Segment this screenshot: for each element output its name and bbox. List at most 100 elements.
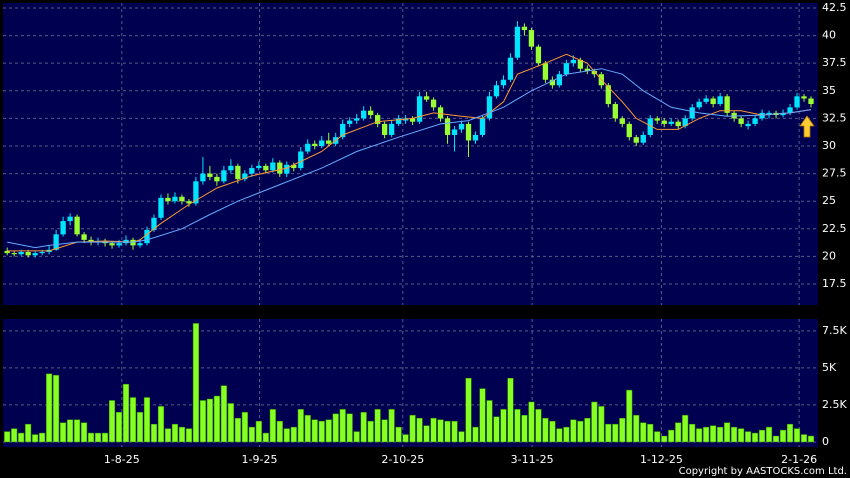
volume-bar bbox=[199, 400, 206, 443]
candle-body bbox=[479, 118, 486, 135]
volume-bar bbox=[605, 423, 612, 443]
volume-bar bbox=[793, 428, 801, 443]
volume-bar bbox=[528, 401, 535, 443]
volume-bar bbox=[241, 412, 248, 443]
candle-body bbox=[60, 221, 66, 235]
candle-body bbox=[235, 165, 241, 180]
volume-bar bbox=[584, 418, 591, 443]
volume-bar bbox=[67, 419, 74, 443]
candle-body bbox=[465, 123, 472, 141]
volume-bar bbox=[339, 409, 346, 443]
volume-bar bbox=[227, 403, 234, 443]
y-tick-label: 42.5 bbox=[822, 1, 847, 14]
volume-bar bbox=[800, 434, 808, 443]
candle-body bbox=[605, 85, 611, 105]
candle-body bbox=[416, 96, 423, 122]
volume-bar bbox=[759, 429, 766, 443]
ma-line bbox=[7, 53, 812, 252]
candle-body bbox=[144, 229, 150, 244]
candle-body bbox=[409, 118, 416, 122]
volume-bar bbox=[668, 429, 675, 443]
candle-body bbox=[374, 115, 381, 124]
volume-bar bbox=[479, 388, 486, 443]
y-tick-label: 17.5 bbox=[822, 277, 847, 290]
candle-body bbox=[67, 216, 73, 222]
volume-bar bbox=[703, 426, 710, 443]
candle-body bbox=[549, 79, 556, 86]
candle-body bbox=[39, 251, 45, 254]
volume-bar bbox=[444, 420, 451, 443]
volume-bar bbox=[32, 434, 39, 443]
candle-body bbox=[668, 121, 674, 124]
candle-body bbox=[514, 26, 521, 58]
candle-body bbox=[521, 26, 528, 31]
volume-bar bbox=[192, 323, 199, 443]
volume-bar bbox=[95, 432, 102, 443]
candle-body bbox=[500, 79, 507, 86]
candle-body bbox=[214, 176, 220, 182]
candle-body bbox=[675, 121, 681, 127]
volume-bar bbox=[500, 409, 507, 443]
candle-body bbox=[535, 46, 542, 64]
price-panel bbox=[3, 3, 818, 305]
volume-bar bbox=[283, 428, 290, 443]
volume-bar bbox=[248, 426, 255, 443]
volume-bar bbox=[311, 419, 318, 443]
volume-bar bbox=[745, 431, 752, 443]
volume-bar bbox=[304, 415, 311, 443]
candle-body bbox=[661, 120, 667, 124]
candle-body bbox=[563, 63, 570, 75]
volume-bar bbox=[157, 406, 165, 443]
candle-body bbox=[74, 216, 80, 235]
volume-bar bbox=[25, 423, 32, 443]
volume-bar bbox=[353, 431, 360, 443]
volume-bar bbox=[423, 425, 430, 443]
candle-body bbox=[766, 112, 772, 116]
volume-bar bbox=[60, 422, 67, 443]
volume-bar bbox=[563, 426, 570, 443]
candle-body bbox=[703, 98, 709, 102]
volume-bar bbox=[81, 422, 88, 443]
candle-body bbox=[221, 170, 227, 182]
volume-bar bbox=[11, 428, 18, 443]
y-tick-label: 37.5 bbox=[822, 56, 847, 69]
y-tick-label: 7.5K bbox=[822, 324, 847, 337]
volume-bar bbox=[661, 435, 668, 443]
volume-bar bbox=[255, 420, 262, 443]
volume-bar bbox=[626, 389, 633, 443]
volume-bar bbox=[374, 409, 381, 443]
y-tick-label: 22.5 bbox=[822, 222, 847, 235]
candle-body bbox=[200, 173, 206, 182]
volume-bar bbox=[39, 432, 46, 443]
candle-body bbox=[347, 120, 353, 124]
candle-body bbox=[11, 253, 17, 255]
x-tick-label: 1-9-25 bbox=[242, 453, 278, 466]
candle-body bbox=[724, 96, 730, 113]
volume-bar bbox=[269, 409, 276, 443]
candle-body bbox=[507, 57, 514, 80]
candle-body bbox=[53, 234, 59, 250]
volume-bar bbox=[486, 400, 493, 443]
volume-bar bbox=[465, 378, 472, 443]
candle-body bbox=[619, 118, 625, 124]
volume-bar bbox=[786, 423, 794, 443]
volume-bar bbox=[514, 409, 521, 443]
y-tick-label: 40 bbox=[822, 29, 836, 42]
candle-body bbox=[340, 123, 346, 138]
volume-bar bbox=[535, 409, 542, 443]
candle-body bbox=[284, 164, 290, 174]
candle-body bbox=[577, 59, 584, 69]
volume-bar bbox=[276, 420, 283, 443]
candle-body bbox=[696, 101, 702, 108]
volume-bar bbox=[724, 422, 731, 443]
volume-bar bbox=[451, 420, 458, 443]
volume-bar bbox=[262, 432, 269, 443]
volume-bar bbox=[416, 418, 423, 443]
candle-body bbox=[423, 96, 430, 100]
volume-bar bbox=[542, 418, 549, 443]
volume-bar bbox=[619, 418, 626, 443]
x-tick-label: 1-12-25 bbox=[640, 453, 683, 466]
candle-body bbox=[88, 239, 94, 243]
volume-bar bbox=[731, 426, 738, 443]
volume-bar bbox=[4, 431, 11, 443]
